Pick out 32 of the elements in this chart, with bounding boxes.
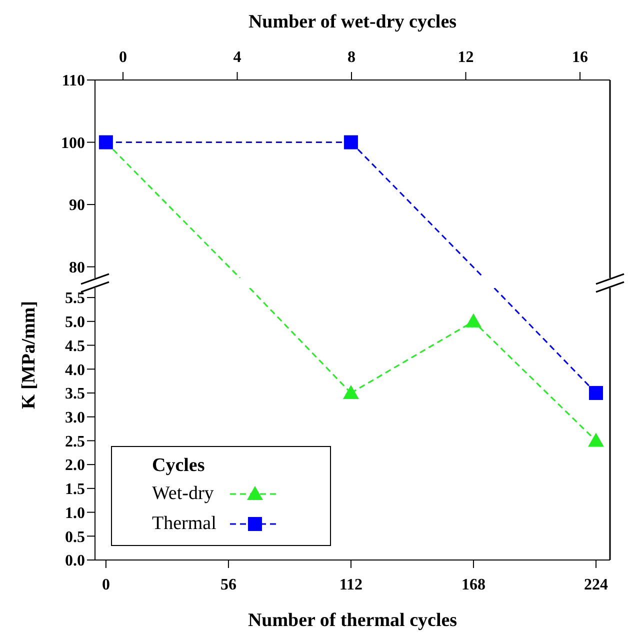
y-tick-label: 3.0 — [65, 410, 85, 427]
legend-label: Thermal — [152, 513, 218, 535]
y-tick-label: 5.5 — [65, 290, 85, 308]
y-tick-label: 0.0 — [65, 552, 85, 570]
x-axis-title: Number of thermal cycles — [248, 610, 458, 631]
y-tick-label: 80 — [69, 259, 85, 276]
y-tick-label: 2.5 — [65, 433, 85, 450]
y-tick-label: 0.5 — [65, 528, 85, 546]
x2-axis-title: Number of wet-dry cycles — [248, 11, 457, 32]
y-tick-label: 2.0 — [65, 457, 85, 474]
x-tick-label: 112 — [339, 576, 363, 594]
x-tick-label: 0 — [102, 576, 110, 594]
y-tick-label: 100 — [61, 134, 85, 152]
y-tick-label: 110 — [62, 72, 85, 90]
y-tick-label: 1.5 — [65, 481, 85, 498]
x2-tick-label: 0 — [118, 49, 127, 66]
x2-tick-label: 16 — [572, 49, 588, 66]
y-tick-label: 90 — [69, 197, 85, 214]
y-tick-label: 3.5 — [65, 386, 85, 403]
x2-tick-label: 4 — [233, 49, 242, 66]
legend-label: Wet-dry — [152, 483, 215, 505]
legend-title: Cycles — [152, 455, 206, 477]
y-tick-label: 4.0 — [65, 362, 85, 379]
x-tick-label: 224 — [584, 576, 608, 594]
x-tick-label: 168 — [461, 576, 486, 594]
x-tick-label: 56 — [220, 576, 236, 594]
y-tick-label: 1.0 — [65, 504, 85, 522]
x2-tick-label: 8 — [348, 49, 356, 66]
y-tick-label: 4.5 — [65, 338, 85, 355]
y-axis-title: K [MPa/mm] — [18, 300, 40, 410]
y-tick-label: 5.0 — [65, 314, 85, 332]
x2-tick-label: 12 — [458, 49, 474, 66]
